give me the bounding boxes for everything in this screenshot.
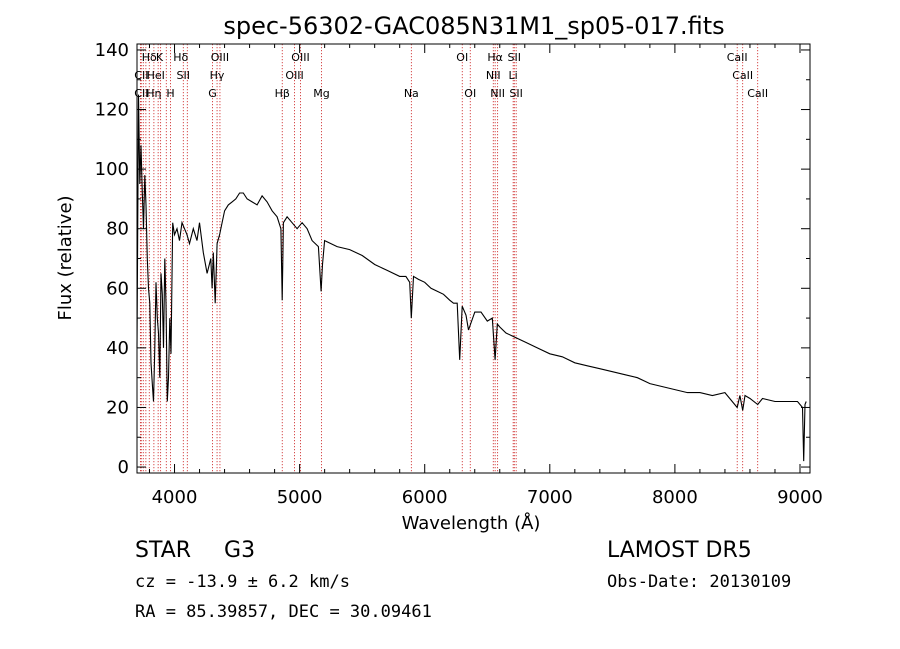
line-label: SII [509, 87, 522, 100]
x-axis-label: Wavelength (Å) [402, 512, 541, 534]
x-tick-label: 8000 [652, 487, 698, 508]
y-axis: 0 20 40 60 80 100 120 140 [95, 40, 810, 478]
y-tick-label: 120 [95, 100, 129, 121]
line-label: Hδ [142, 51, 157, 64]
line-label: CII [134, 87, 148, 100]
line-label: OIII [211, 51, 229, 64]
x-tick-label: 4000 [152, 487, 198, 508]
line-label: OIII [285, 69, 303, 82]
redshift-velocity: cz = -13.9 ± 6.2 km/s [135, 572, 350, 592]
y-tick-label: 0 [118, 457, 129, 478]
line-label: G [208, 87, 217, 100]
line-label: Hη [146, 87, 161, 100]
line-label: Li [509, 69, 518, 82]
observation-date: Obs-Date: 20130109 [607, 572, 792, 592]
plot-frame [136, 43, 811, 474]
line-label: H [166, 87, 174, 100]
emission-line-markers [139, 44, 759, 473]
x-tick-label: 7000 [527, 487, 573, 508]
line-label: CaII [747, 87, 768, 100]
line-label: SII [177, 69, 190, 82]
object-classification: STAR G3 [135, 538, 255, 563]
object-class: STAR [135, 538, 192, 563]
line-label: Mg [313, 87, 329, 100]
x-tick-label: 6000 [402, 487, 448, 508]
y-axis-label: Flux (relative) [55, 195, 76, 320]
line-label: OI [456, 51, 468, 64]
x-axis: 4000 5000 6000 7000 8000 9000 [149, 44, 823, 508]
y-tick-label: 60 [106, 278, 129, 299]
line-label: OIII [291, 51, 309, 64]
line-label: HeI [147, 69, 165, 82]
y-tick-label: 100 [95, 159, 129, 180]
y-tick-label: 140 [95, 40, 129, 61]
chart-title: spec-56302-GAC085N31M1_sp05-017.fits [223, 12, 724, 40]
line-label: Hδ [173, 51, 188, 64]
y-tick-label: 80 [106, 219, 129, 240]
x-tick-label: 5000 [277, 487, 323, 508]
line-label: NII [490, 87, 505, 100]
survey-name: LAMOST DR5 [607, 538, 752, 563]
line-label: Na [404, 87, 419, 100]
line-label: CaII [732, 69, 753, 82]
line-label: Hα [487, 51, 503, 64]
line-label: K [156, 51, 164, 64]
y-tick-label: 20 [106, 397, 129, 418]
x-tick-label: 9000 [777, 487, 823, 508]
spectrum-line [136, 94, 807, 462]
line-label: OI [464, 87, 476, 100]
object-subclass: G3 [224, 538, 256, 563]
line-label: Hγ [210, 69, 225, 82]
line-label: NII [486, 69, 501, 82]
line-label: CaII [727, 51, 748, 64]
line-label: SII [508, 51, 521, 64]
sky-coordinates: RA = 85.39857, DEC = 30.09461 [135, 602, 432, 622]
line-label: CII [134, 69, 148, 82]
y-tick-label: 40 [106, 338, 129, 359]
line-label: Hβ [275, 87, 290, 100]
